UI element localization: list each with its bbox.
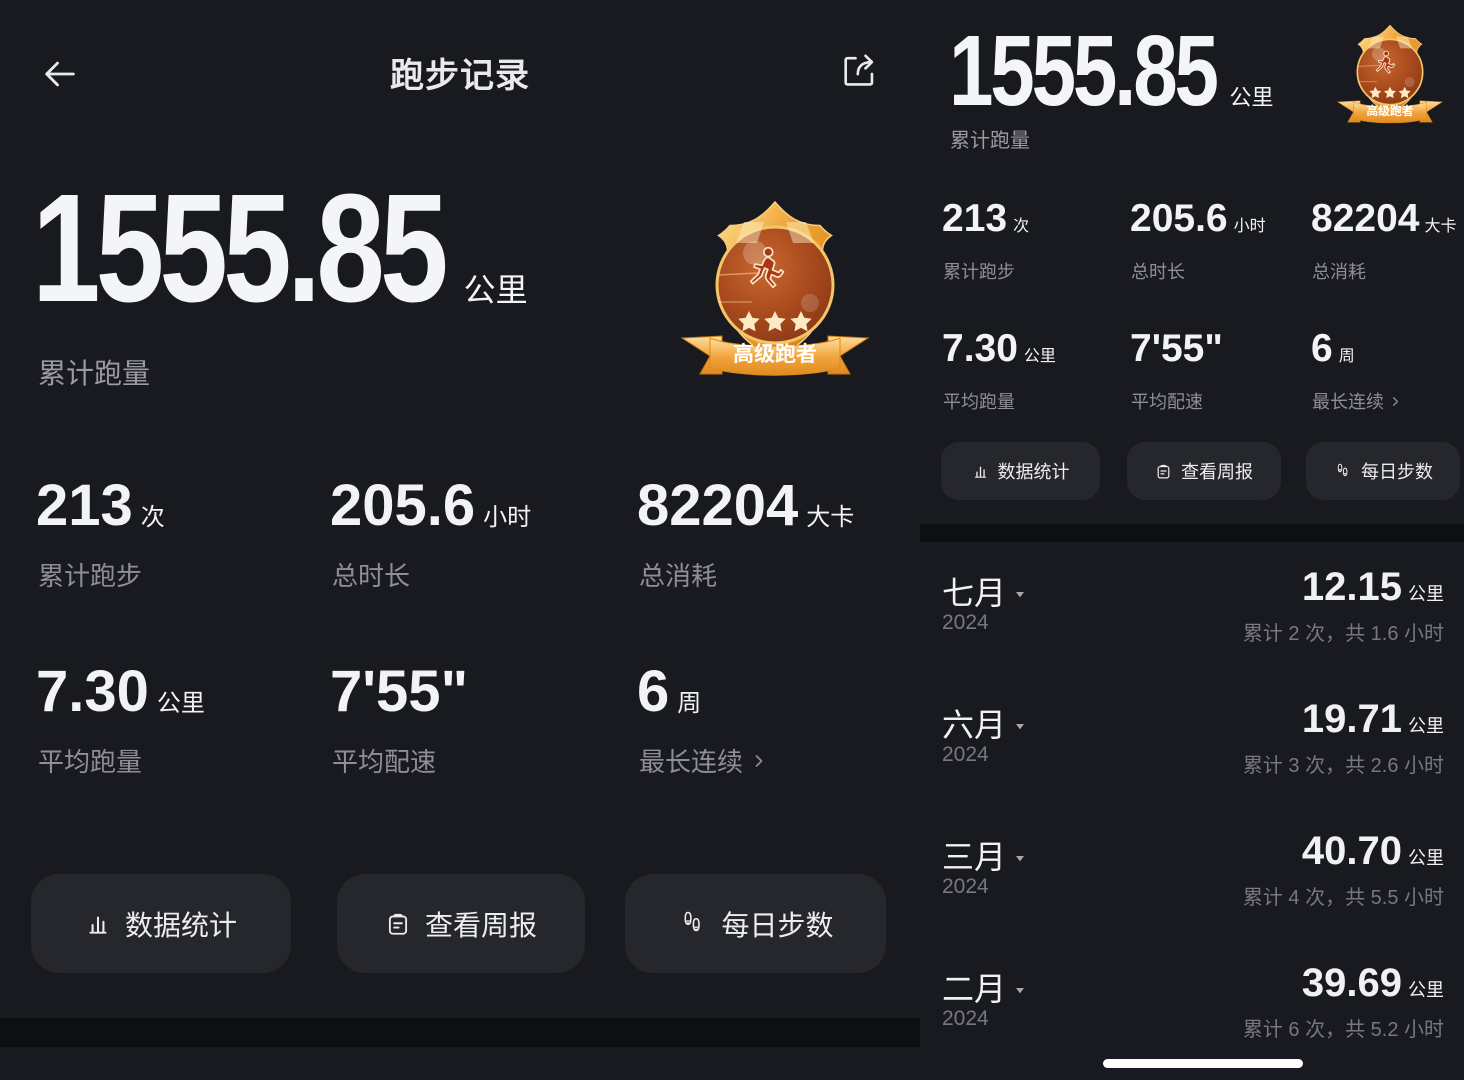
svg-text:高级跑者: 高级跑者 [1366, 102, 1413, 119]
svg-text:高级跑者: 高级跑者 [733, 338, 817, 368]
